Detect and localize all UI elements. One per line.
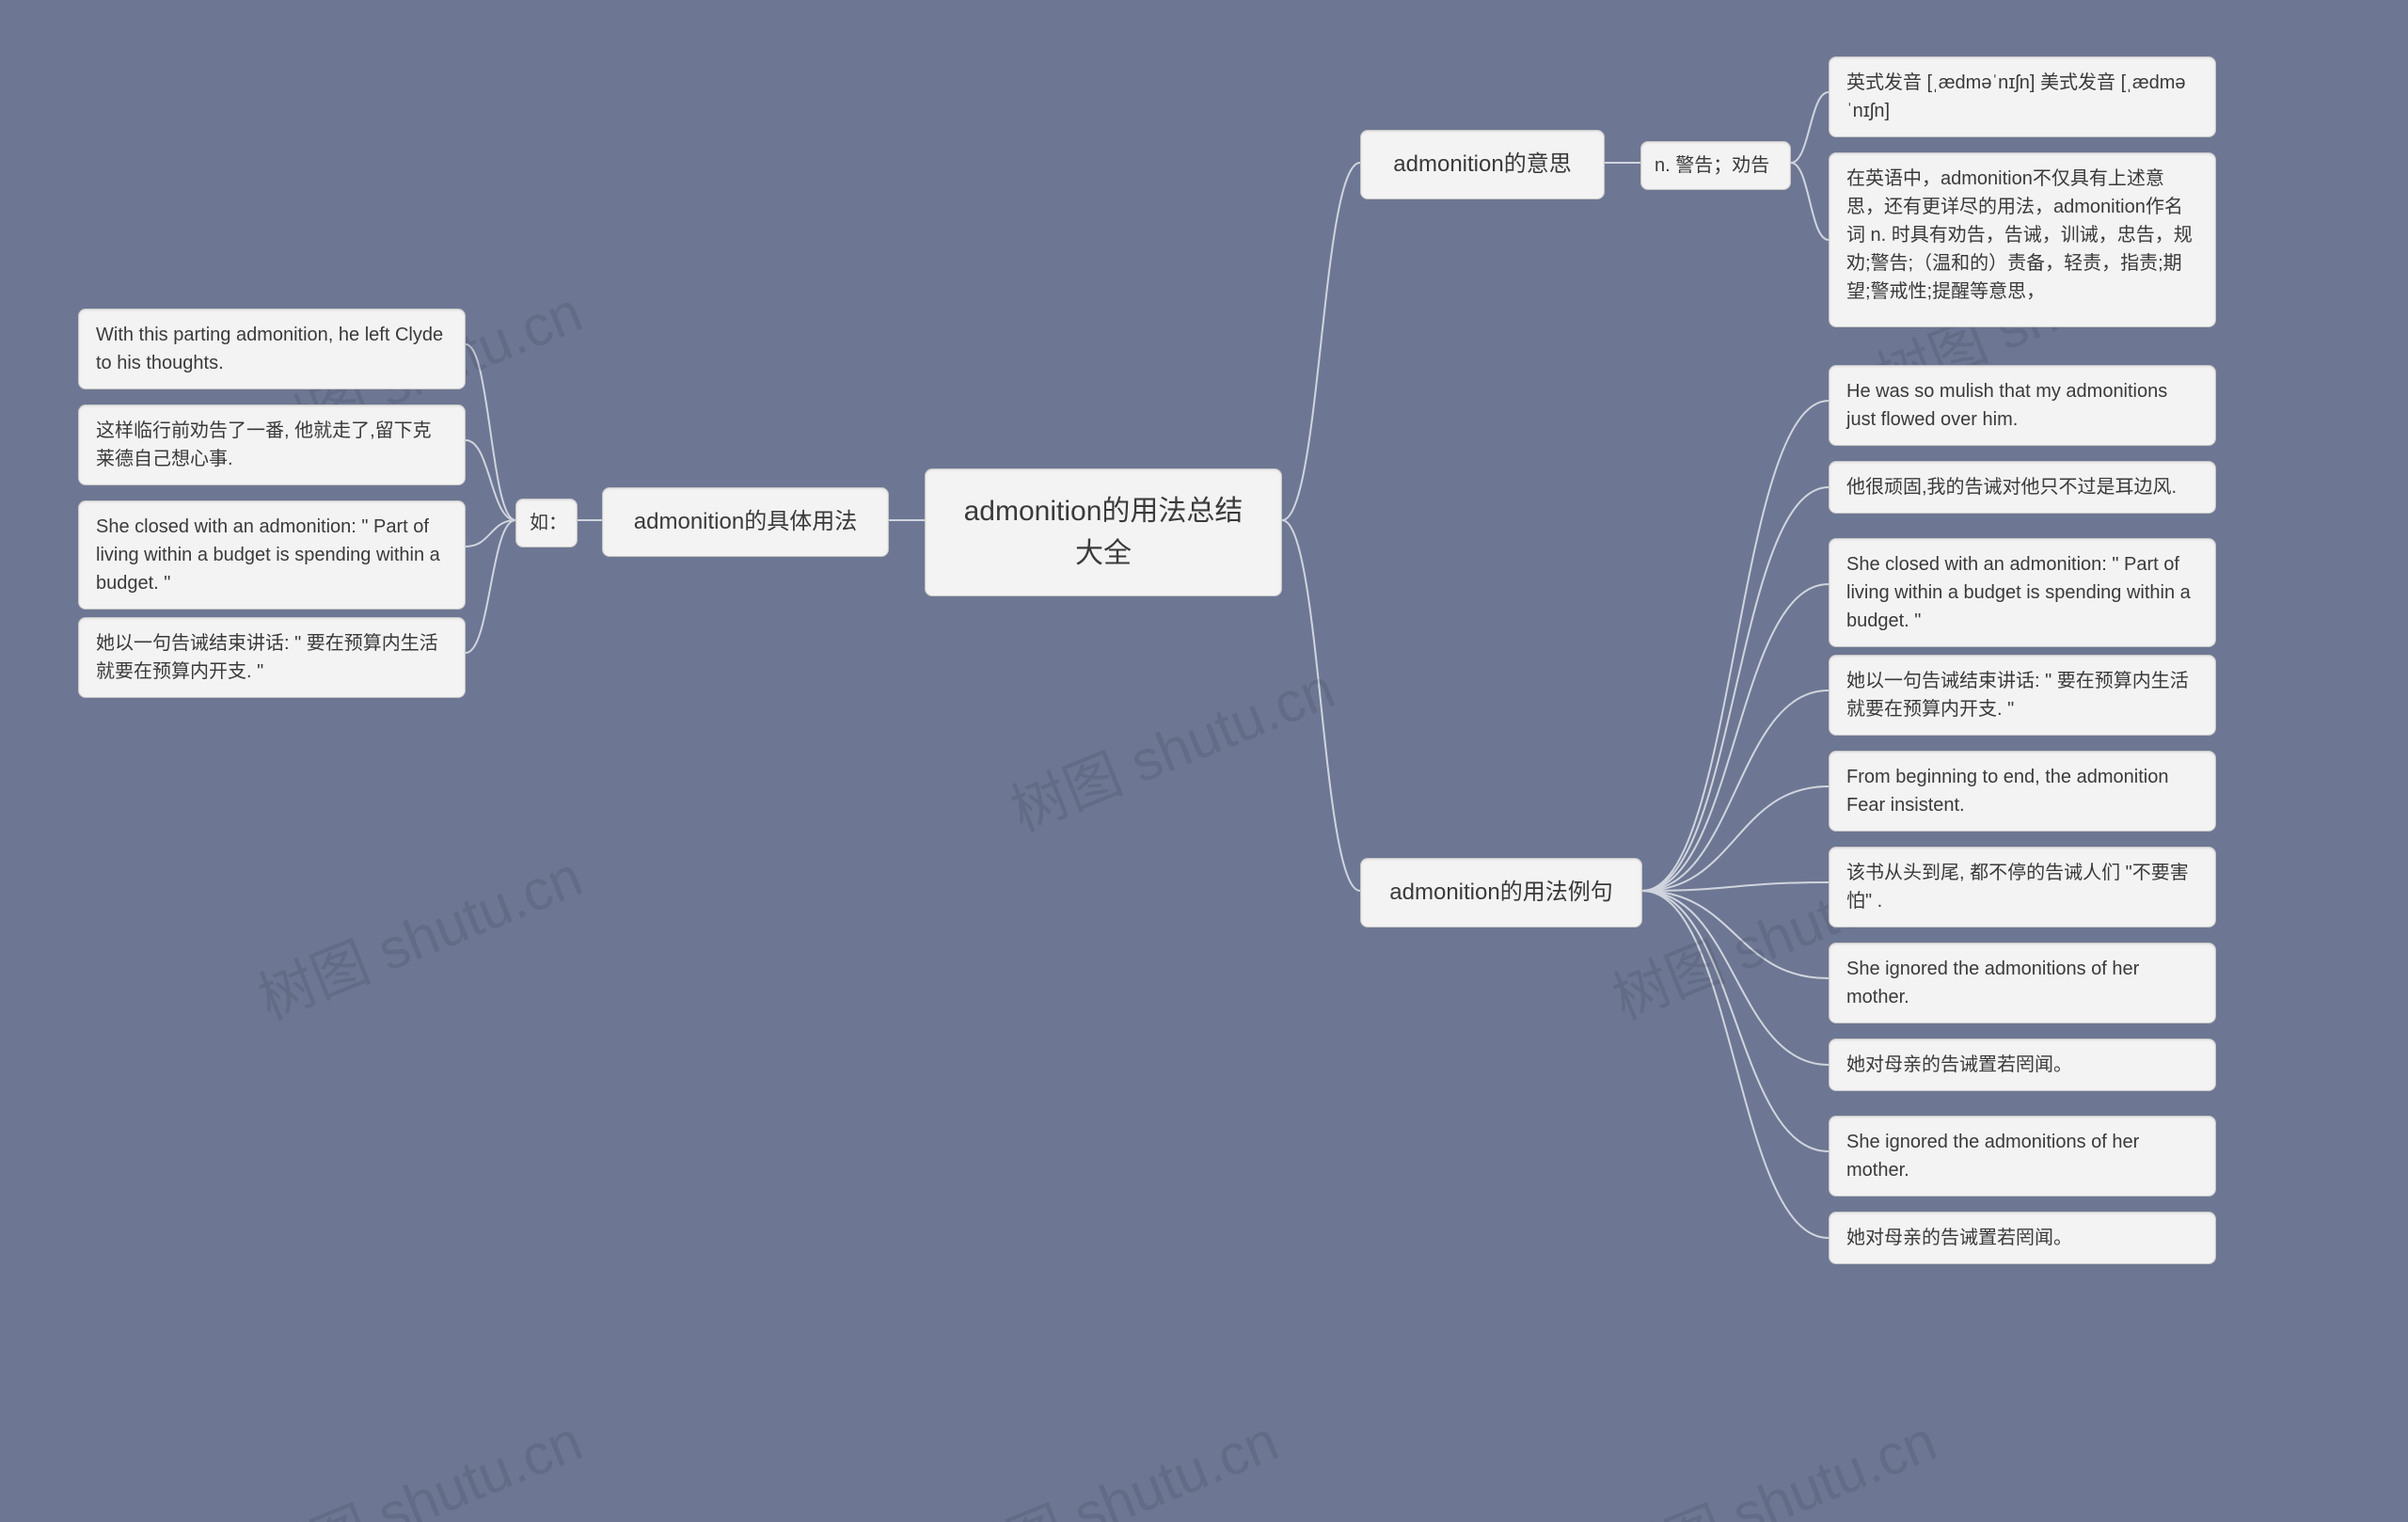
watermark-4: 树图 shutu.cn [1599, 1396, 1947, 1522]
watermark-1: 树图 shutu.cn [245, 832, 593, 1036]
usage-leaf-2[interactable]: She closed with an admonition: " Part of… [78, 500, 466, 610]
example-leaf-6[interactable]: She ignored the admonitions of her mothe… [1829, 943, 2216, 1023]
usage-leaf-1-text: 这样临行前劝告了一番, 他就走了,留下克莱德自己想心事. [96, 420, 432, 469]
branch-meaning-sublabel[interactable]: n. 警告；劝告 [1640, 141, 1791, 190]
example-leaf-5[interactable]: 该书从头到尾, 都不停的告诫人们 "不要害怕" . [1829, 847, 2216, 927]
example-leaf-7-text: 她对母亲的告诫置若罔闻。 [1846, 1054, 2072, 1075]
watermark-2: 树图 shutu.cn [245, 1396, 593, 1522]
example-leaf-8[interactable]: She ignored the admonitions of her mothe… [1829, 1116, 2216, 1197]
usage-leaf-0-text: With this parting admonition, he left Cl… [96, 325, 443, 373]
example-leaf-3[interactable]: 她以一句告诫结束讲话: " 要在预算内生活就要在预算内开支. " [1829, 655, 2216, 736]
example-leaf-2[interactable]: She closed with an admonition: " Part of… [1829, 538, 2216, 647]
branch-usage-sublabel-text: 如： [530, 513, 567, 533]
example-leaf-7[interactable]: 她对母亲的告诫置若罔闻。 [1829, 1038, 2216, 1091]
example-leaf-4-text: From beginning to end, the admonition Fe… [1846, 767, 2168, 816]
example-leaf-9-text: 她对母亲的告诫置若罔闻。 [1846, 1228, 2072, 1248]
branch-usage-sublabel[interactable]: 如： [515, 499, 578, 547]
root-label: admonition的用法总结大全 [950, 490, 1257, 575]
example-leaf-0-text: He was so mulish that my admonitions jus… [1846, 381, 2167, 430]
branch-meaning-sublabel-text: n. 警告；劝告 [1655, 155, 1769, 176]
branch-usage[interactable]: admonition的具体用法 [602, 487, 889, 557]
branch-usage-label: admonition的具体用法 [634, 505, 857, 539]
example-leaf-4[interactable]: From beginning to end, the admonition Fe… [1829, 751, 2216, 832]
meaning-leaf-1[interactable]: 在英语中，admonition不仅具有上述意思，还有更详尽的用法，admonit… [1829, 152, 2216, 327]
usage-leaf-1[interactable]: 这样临行前劝告了一番, 他就走了,留下克莱德自己想心事. [78, 404, 466, 485]
mindmap-canvas: 树图 shutu.cn 树图 shutu.cn 树图 shutu.cn 树图 shut… [0, 0, 2408, 1522]
usage-leaf-0[interactable]: With this parting admonition, he left Cl… [78, 309, 466, 389]
example-leaf-3-text: 她以一句告诫结束讲话: " 要在预算内生活就要在预算内开支. " [1846, 671, 2189, 720]
meaning-leaf-0[interactable]: 英式发音 [ˌædməˈnɪʃn] 美式发音 [ˌædməˈnɪʃn] [1829, 56, 2216, 137]
usage-leaf-3[interactable]: 她以一句告诫结束讲话: " 要在预算内生活就要在预算内开支. " [78, 617, 466, 698]
branch-examples[interactable]: admonition的用法例句 [1360, 858, 1642, 927]
root-node[interactable]: admonition的用法总结大全 [925, 468, 1282, 596]
meaning-leaf-1-text: 在英语中，admonition不仅具有上述意思，还有更详尽的用法，admonit… [1846, 168, 2193, 302]
watermark-3: 树图 shutu.cn [941, 1396, 1289, 1522]
example-leaf-9[interactable]: 她对母亲的告诫置若罔闻。 [1829, 1212, 2216, 1264]
branch-meaning-label: admonition的意思 [1393, 148, 1571, 182]
example-leaf-8-text: She ignored the admonitions of her mothe… [1846, 1132, 2139, 1181]
example-leaf-0[interactable]: He was so mulish that my admonitions jus… [1829, 365, 2216, 446]
branch-meaning[interactable]: admonition的意思 [1360, 130, 1605, 199]
branch-examples-label: admonition的用法例句 [1389, 876, 1612, 910]
example-leaf-5-text: 该书从头到尾, 都不停的告诫人们 "不要害怕" . [1846, 863, 2189, 912]
example-leaf-2-text: She closed with an admonition: " Part of… [1846, 554, 2191, 631]
example-leaf-1[interactable]: 他很顽固,我的告诫对他只不过是耳边风. [1829, 461, 2216, 514]
meaning-leaf-0-text: 英式发音 [ˌædməˈnɪʃn] 美式发音 [ˌædməˈnɪʃn] [1846, 72, 2186, 121]
example-leaf-6-text: She ignored the admonitions of her mothe… [1846, 959, 2139, 1007]
usage-leaf-3-text: 她以一句告诫结束讲话: " 要在预算内生活就要在预算内开支. " [96, 633, 438, 682]
usage-leaf-2-text: She closed with an admonition: " Part of… [96, 516, 440, 594]
watermark-7: 树图 shutu.cn [997, 643, 1345, 848]
example-leaf-1-text: 他很顽固,我的告诫对他只不过是耳边风. [1846, 477, 2177, 498]
